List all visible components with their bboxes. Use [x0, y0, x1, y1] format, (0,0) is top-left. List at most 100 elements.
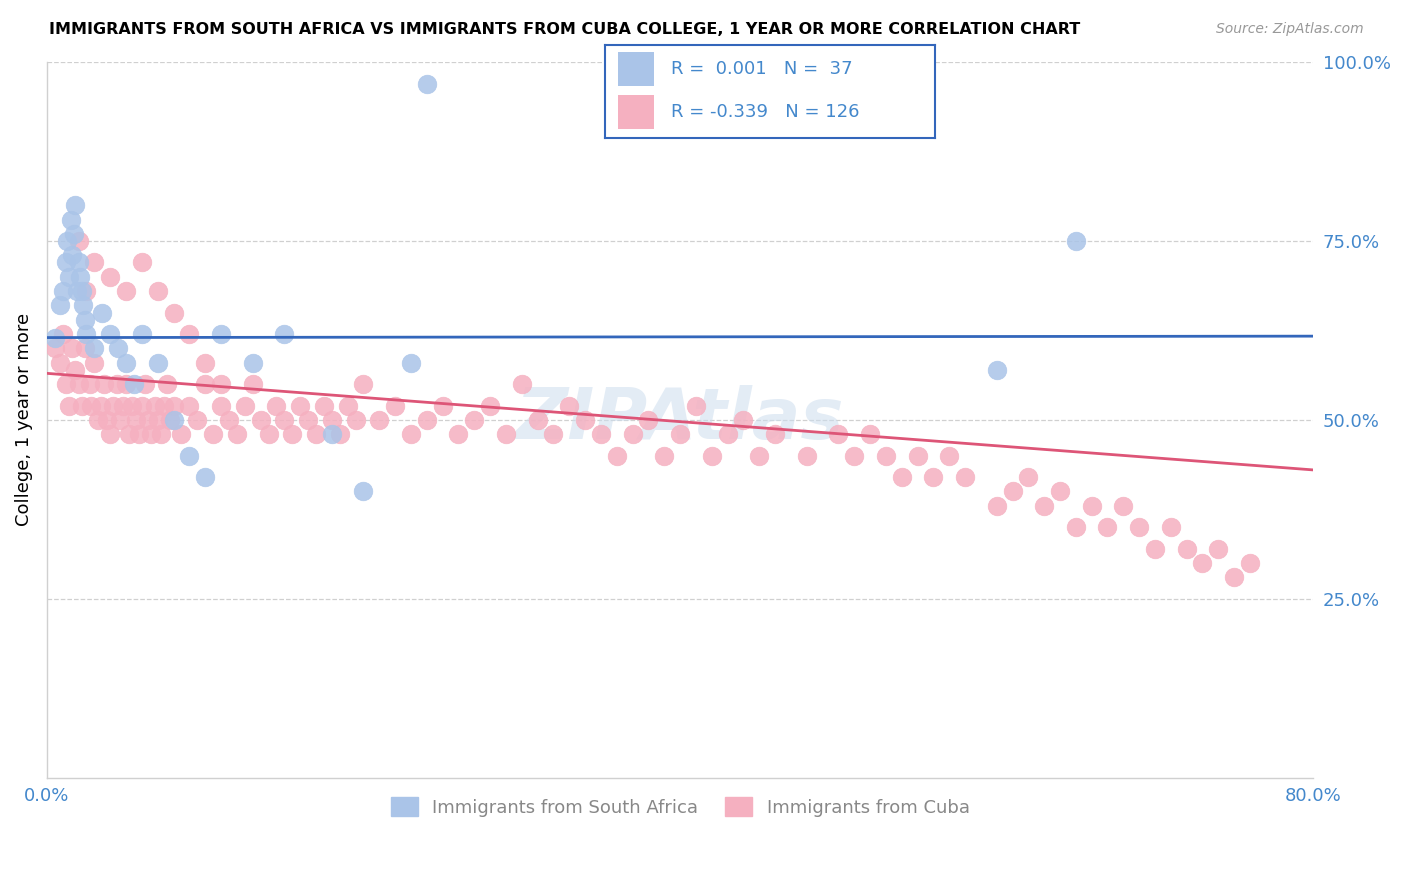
Text: Source: ZipAtlas.com: Source: ZipAtlas.com	[1216, 22, 1364, 37]
Point	[953, 470, 976, 484]
Point	[225, 427, 247, 442]
Point	[922, 470, 945, 484]
Point	[1239, 556, 1261, 570]
Point	[1097, 520, 1119, 534]
Point	[79, 377, 101, 392]
Point	[416, 77, 439, 91]
Point	[273, 326, 295, 341]
Point	[827, 427, 849, 442]
Point	[55, 255, 77, 269]
Point	[685, 399, 707, 413]
Point	[748, 449, 770, 463]
Point	[574, 413, 596, 427]
Point	[1160, 520, 1182, 534]
Point	[1143, 541, 1166, 556]
Point	[131, 255, 153, 269]
Point	[273, 413, 295, 427]
Point	[179, 326, 201, 341]
Point	[83, 356, 105, 370]
Point	[194, 377, 217, 392]
Point	[257, 427, 280, 442]
Point	[131, 399, 153, 413]
Text: IMMIGRANTS FROM SOUTH AFRICA VS IMMIGRANTS FROM CUBA COLLEGE, 1 YEAR OR MORE COR: IMMIGRANTS FROM SOUTH AFRICA VS IMMIGRAN…	[49, 22, 1080, 37]
Point	[669, 427, 692, 442]
Point	[58, 269, 80, 284]
Point	[463, 413, 485, 427]
Point	[399, 427, 422, 442]
Point	[479, 399, 502, 413]
Point	[297, 413, 319, 427]
Point	[1175, 541, 1198, 556]
Point	[763, 427, 786, 442]
Legend: Immigrants from South Africa, Immigrants from Cuba: Immigrants from South Africa, Immigrants…	[381, 789, 979, 826]
Point	[141, 427, 163, 442]
Point	[249, 413, 271, 427]
Point	[447, 427, 470, 442]
Point	[48, 298, 70, 312]
Point	[890, 470, 912, 484]
Point	[108, 413, 131, 427]
Point	[495, 427, 517, 442]
Point	[543, 427, 565, 442]
Point	[86, 413, 108, 427]
Point	[344, 413, 367, 427]
Point	[98, 427, 121, 442]
Point	[242, 377, 264, 392]
Point	[146, 413, 169, 427]
Point	[209, 377, 232, 392]
Point	[59, 212, 82, 227]
Point	[60, 248, 83, 262]
Point	[652, 449, 675, 463]
Point	[48, 356, 70, 370]
Point	[44, 341, 66, 355]
Point	[353, 377, 375, 392]
Point	[56, 234, 79, 248]
Point	[938, 449, 960, 463]
Point	[209, 399, 232, 413]
Point	[194, 356, 217, 370]
Point	[67, 255, 90, 269]
Point	[73, 341, 96, 355]
Point	[98, 269, 121, 284]
Point	[329, 427, 352, 442]
Point	[305, 427, 328, 442]
Point	[986, 363, 1008, 377]
Point	[131, 326, 153, 341]
Point	[179, 449, 201, 463]
Point	[96, 413, 118, 427]
Point	[321, 427, 343, 442]
Point	[98, 326, 121, 341]
Point	[136, 413, 159, 427]
Point	[526, 413, 548, 427]
Point	[1080, 499, 1102, 513]
Point	[83, 341, 105, 355]
Point	[75, 284, 97, 298]
Point	[44, 330, 66, 344]
Point	[875, 449, 897, 463]
Point	[162, 305, 184, 319]
Point	[121, 399, 143, 413]
Point	[70, 284, 93, 298]
Point	[637, 413, 659, 427]
Point	[1191, 556, 1213, 570]
Point	[558, 399, 581, 413]
Point	[65, 198, 87, 212]
Point	[1001, 484, 1024, 499]
Point	[242, 356, 264, 370]
Point	[80, 399, 103, 413]
Point	[321, 413, 343, 427]
Point	[66, 284, 89, 298]
Point	[194, 470, 217, 484]
Bar	[617, 95, 654, 129]
Point	[149, 427, 172, 442]
Text: ZIPAtlas: ZIPAtlas	[516, 385, 845, 454]
Point	[124, 413, 146, 427]
Point	[510, 377, 533, 392]
Point	[105, 377, 128, 392]
Point	[202, 427, 225, 442]
Point	[1128, 520, 1150, 534]
Point	[134, 377, 156, 392]
Point	[209, 326, 232, 341]
Point	[416, 413, 439, 427]
Point	[1017, 470, 1039, 484]
